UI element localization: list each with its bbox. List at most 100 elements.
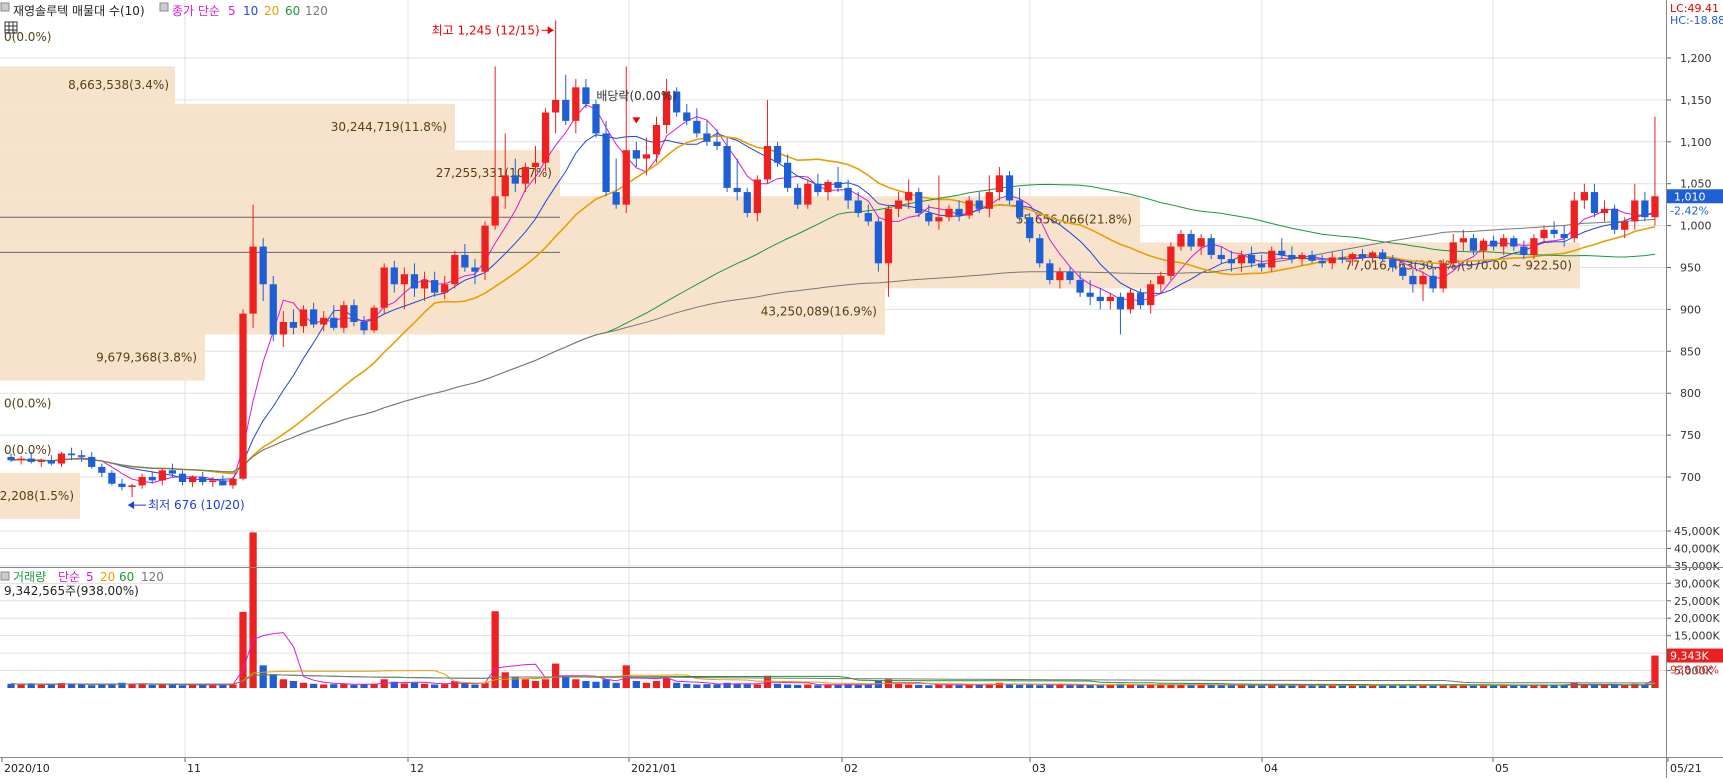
- candle-body: [1631, 200, 1639, 222]
- candle: [773, 141, 782, 167]
- candle: [309, 302, 318, 328]
- volume-bar: [753, 684, 761, 688]
- candle: [1570, 192, 1578, 243]
- volume-profile-label: 0(0.0%): [4, 30, 51, 44]
- candle: [340, 301, 348, 333]
- volume-bar: [259, 665, 267, 688]
- ma-label: 종가 단순: [172, 4, 220, 18]
- volume-bar: [743, 684, 751, 688]
- volume-bar: [1116, 683, 1125, 688]
- volume-bar: [441, 684, 449, 688]
- candle: [501, 133, 509, 209]
- volume-bar: [1167, 684, 1175, 688]
- candle-body: [1409, 275, 1417, 285]
- candle: [1136, 288, 1145, 310]
- time-tick-label: 03: [1032, 762, 1046, 775]
- candle: [350, 299, 358, 327]
- candle-body: [1217, 254, 1225, 260]
- candle-body: [602, 133, 610, 193]
- volume-bar: [783, 684, 792, 688]
- candle-body: [713, 141, 721, 146]
- volume-profile-label: 8,663,538(3.4%): [68, 78, 169, 92]
- candle-body: [128, 485, 136, 488]
- volume-bar: [1399, 685, 1407, 688]
- candle-body: [552, 99, 560, 113]
- volume-bar: [158, 684, 166, 688]
- candle: [864, 204, 872, 226]
- volume-bar: [582, 681, 590, 688]
- candle-body: [1469, 238, 1478, 251]
- candle: [531, 145, 540, 184]
- volume-tick-label: 35,000K: [1674, 560, 1720, 573]
- candle-body: [783, 162, 792, 188]
- candle: [562, 74, 570, 126]
- candle-body: [1106, 296, 1114, 302]
- candle-body: [1076, 280, 1084, 293]
- candle: [552, 20, 560, 134]
- candle-body: [340, 305, 348, 328]
- legend-toggle-icon[interactable]: [0, 2, 10, 12]
- volume-bar: [461, 683, 469, 688]
- volume-bar: [1560, 685, 1568, 688]
- candle: [320, 311, 328, 332]
- candle: [209, 477, 217, 488]
- candle-body: [562, 99, 570, 121]
- grid-icon[interactable]: [4, 21, 18, 34]
- volume-panel[interactable]: [0, 568, 1666, 757]
- ma-period-20: 20: [264, 4, 279, 18]
- candle-body: [1177, 233, 1185, 247]
- candle-body: [88, 456, 96, 467]
- volume-bar: [1429, 685, 1437, 688]
- candle-body: [1126, 292, 1135, 310]
- volume-bar: [1489, 684, 1498, 688]
- candle-body: [57, 453, 66, 464]
- volume-bar: [1641, 684, 1649, 688]
- low-annotation: 최저 676 (10/20): [148, 498, 245, 512]
- candle: [541, 108, 550, 172]
- volume-bar: [1530, 684, 1538, 688]
- candle-body: [239, 313, 247, 479]
- volume-bar-layer: [7, 532, 1659, 688]
- candle-body: [1227, 259, 1236, 264]
- candle: [935, 175, 943, 230]
- candle: [380, 263, 388, 314]
- volume-bar: [1046, 684, 1054, 688]
- volume-bar: [17, 684, 25, 688]
- volume-bar: [1298, 685, 1306, 688]
- candle: [259, 238, 267, 302]
- volume-legend[interactable]: 거래량 단순 5 20 60 120 9,342,565주(938.00%): [0, 570, 164, 598]
- candle-body: [773, 145, 782, 163]
- volume-title: 거래량: [13, 570, 46, 584]
- candle: [1237, 250, 1246, 272]
- candle-layer: [7, 20, 1659, 498]
- candle: [451, 250, 459, 289]
- volume-ma-20: 20: [100, 570, 115, 584]
- dividend-arrow-icon: [632, 117, 641, 124]
- volume-bar: [98, 684, 106, 688]
- candle: [1621, 217, 1629, 239]
- price-legend[interactable]: 재영솔루텍 매물대 수(10) 종가 단순 5 10 20 60 120: [0, 2, 328, 34]
- volume-bar: [965, 684, 973, 688]
- candle-body: [1257, 263, 1266, 268]
- volume-bar: [1600, 685, 1609, 688]
- volume-tick-label: 40,000K: [1674, 542, 1720, 555]
- candle-body: [753, 179, 761, 214]
- candle-body: [1449, 242, 1457, 264]
- volume-bar: [330, 684, 338, 688]
- candle: [229, 477, 237, 489]
- volume-profile-layer: 0(0.0%)8,663,538(3.4%)30,244,719(11.8%)2…: [0, 30, 1580, 519]
- ma-toggle-icon[interactable]: [159, 2, 169, 12]
- candle-body: [7, 456, 15, 461]
- volume-bar: [572, 679, 580, 688]
- axis-layer: 700 750 800 850 900 950 1,000 1,050 1,100 1,150 1,…: [1, 52, 1723, 775]
- candle-body: [521, 166, 530, 184]
- candle: [1429, 267, 1437, 293]
- volume-bar: [340, 683, 348, 688]
- candle: [723, 137, 731, 193]
- time-tick-label: 05: [1495, 762, 1509, 775]
- volume-toggle-icon[interactable]: [0, 571, 10, 581]
- volume-bar: [1177, 684, 1185, 688]
- candle: [1106, 292, 1114, 310]
- candle-body: [1116, 296, 1125, 310]
